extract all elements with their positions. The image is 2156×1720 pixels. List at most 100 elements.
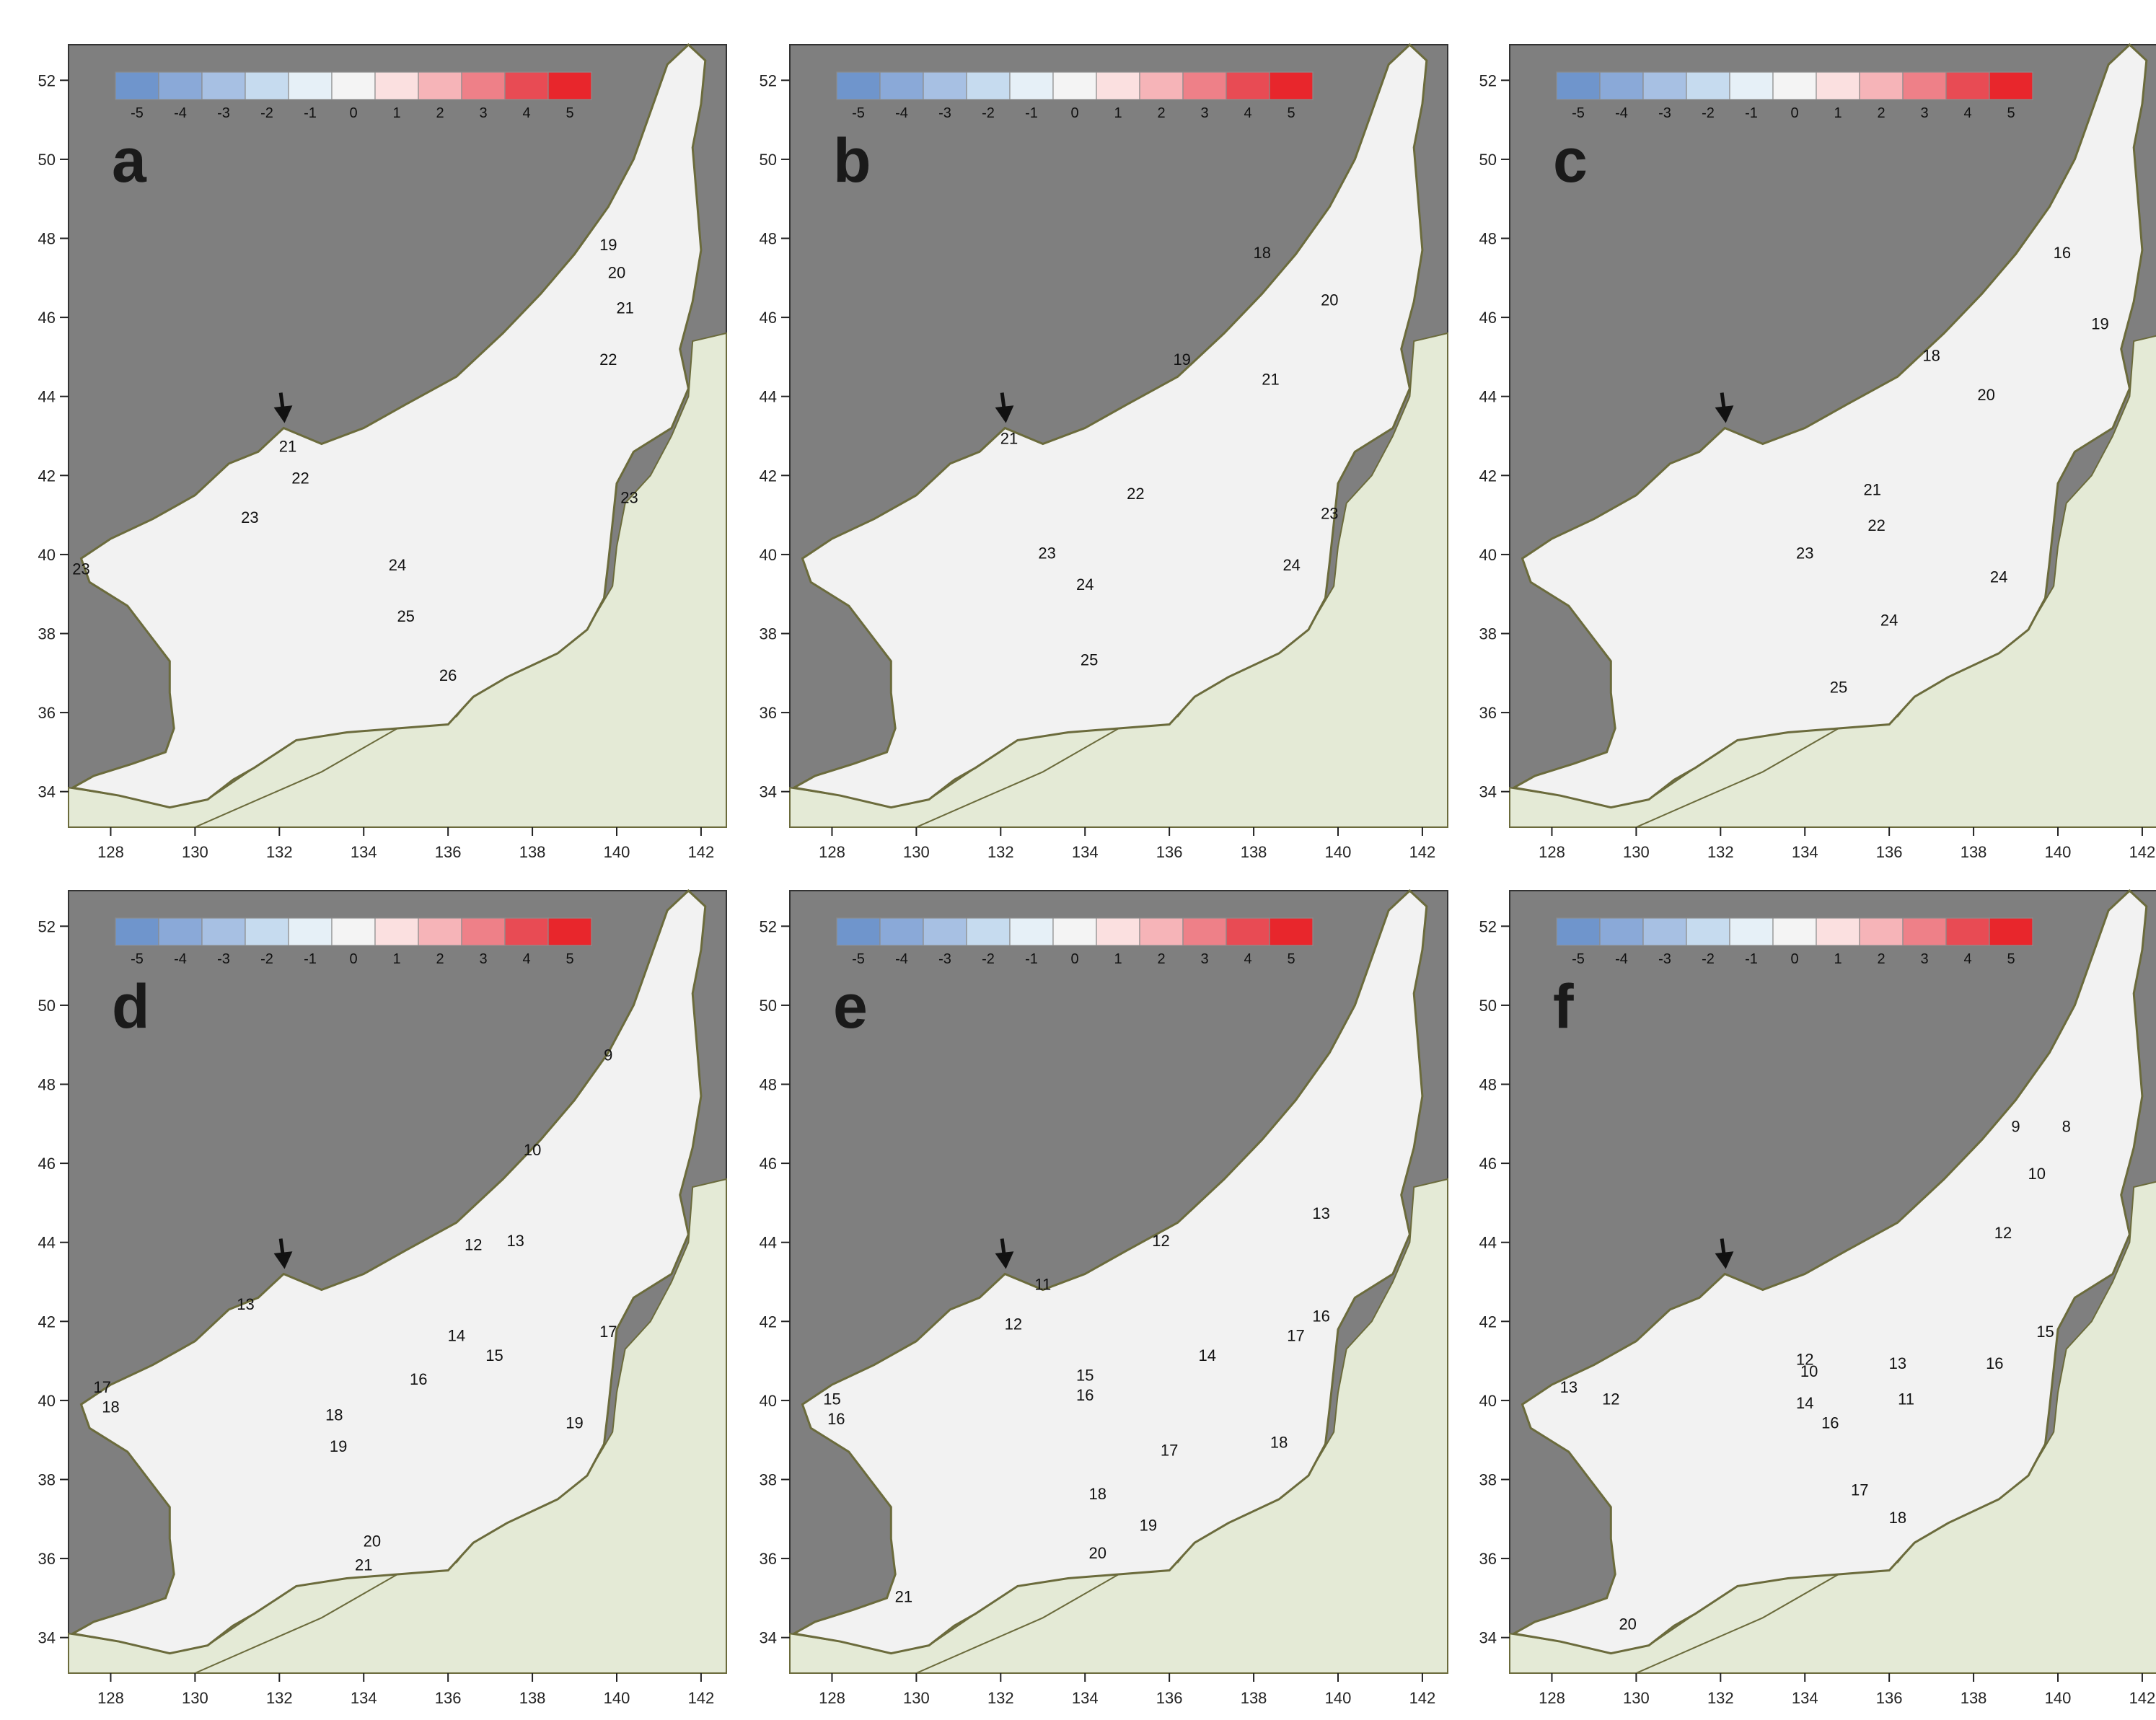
colorbar-tick-label: 0 xyxy=(349,951,357,967)
arrow-icon xyxy=(273,1238,293,1269)
colorbar-tick-label: 0 xyxy=(1790,951,1798,967)
colorbar-swatch xyxy=(1556,917,1601,946)
x-tick-label: 128 xyxy=(97,843,124,861)
y-tick-label: 48 xyxy=(760,1076,777,1094)
y-tick-label: 46 xyxy=(38,309,56,327)
coastline xyxy=(791,43,1428,809)
y-tick-label: 40 xyxy=(38,1392,56,1410)
colorbar-tick-label: 3 xyxy=(1200,105,1208,121)
contour-label: 23 xyxy=(1321,505,1338,523)
contour-label: 19 xyxy=(2091,315,2108,333)
y-tick-label: 40 xyxy=(1479,1392,1497,1410)
contour-label: 20 xyxy=(1619,1615,1636,1633)
contour-label: 12 xyxy=(1602,1390,1619,1408)
contour-label: 25 xyxy=(1081,650,1098,669)
colorbar-swatch xyxy=(1772,71,1817,100)
y-tick-label: 46 xyxy=(760,309,777,327)
contour-label: 14 xyxy=(1199,1346,1216,1364)
y-tick-label: 44 xyxy=(1479,1234,1497,1252)
y-tick-label: 36 xyxy=(38,704,56,722)
contour-label: 14 xyxy=(448,1327,465,1345)
colorbar-tick-label: -5 xyxy=(1572,105,1585,121)
x-tick-label: 136 xyxy=(1156,1689,1183,1707)
y-tick-label: 52 xyxy=(1479,71,1497,89)
colorbar-swatch xyxy=(1052,71,1097,100)
colorbar-swatch xyxy=(461,917,506,946)
contour-label: 25 xyxy=(1830,679,1847,697)
panel-letter: d xyxy=(112,972,150,1041)
colorbar-swatch xyxy=(461,71,506,100)
contour-label: 21 xyxy=(1262,370,1279,388)
contour-label: 22 xyxy=(599,350,617,369)
x-tick-label: 136 xyxy=(435,843,462,861)
colorbar-swatch xyxy=(1052,917,1097,946)
contour-label: 15 xyxy=(2036,1323,2054,1341)
map-panel-a: 19 20 21 22 21 22 23 23 23 24 25 26 -5 -4 -3 -2 -1 0 1 2 3 4 5… xyxy=(38,43,727,861)
colorbar-tick-label: -2 xyxy=(260,951,273,967)
colorbar-swatch xyxy=(1902,71,1947,100)
colorbar-swatch xyxy=(966,917,1011,946)
colorbar-swatch xyxy=(1226,917,1270,946)
x-tick-label: 142 xyxy=(2129,1689,2156,1707)
contour-label: 21 xyxy=(895,1587,912,1605)
panel-letter: b xyxy=(833,126,871,195)
colorbar-swatch xyxy=(201,71,246,100)
y-tick-label: 34 xyxy=(38,783,56,801)
x-tick-label: 142 xyxy=(688,843,715,861)
x-tick-label: 128 xyxy=(97,1689,124,1707)
y-tick-label: 50 xyxy=(1479,997,1497,1015)
contour-label: 11 xyxy=(1034,1275,1051,1293)
contour-label: 25 xyxy=(397,607,414,625)
colorbar-tick-label: -5 xyxy=(852,105,865,121)
contour-label: 21 xyxy=(616,299,633,317)
x-tick-label: 138 xyxy=(1961,1689,1987,1707)
contour-label: 17 xyxy=(599,1323,617,1341)
colorbar-tick-label: 1 xyxy=(1834,951,1842,967)
contour-label: 21 xyxy=(1000,429,1018,447)
map-panel-b: 18 20 19 21 21 22 23 23 24 24 25 -5 -4 -3 -2 -1 0 1 2 3 4 5 b 3… xyxy=(760,43,1448,861)
contour-label: 20 xyxy=(608,263,625,281)
map-panel-f: 9 8 10 12 13 12 11 10 15 16 14 16 13 12 17 18 20 -5 -4 -3 -2… xyxy=(1479,888,2156,1707)
colorbar-tick-label: 3 xyxy=(1200,951,1208,967)
y-tick-label: 48 xyxy=(38,230,56,248)
colorbar-tick-label: -5 xyxy=(131,105,144,121)
colorbar-swatch xyxy=(1096,71,1140,100)
contour-label: 10 xyxy=(1800,1362,1818,1380)
colorbar-tick-label: -2 xyxy=(982,951,995,967)
colorbar-tick-label: -1 xyxy=(1745,105,1758,121)
x-tick-label: 138 xyxy=(519,1689,546,1707)
y-tick-label: 48 xyxy=(760,230,777,248)
contour-label: 18 xyxy=(1270,1434,1288,1452)
colorbar-swatch xyxy=(1139,917,1184,946)
colorbar-tick-label: 2 xyxy=(436,951,444,967)
x-tick-label: 130 xyxy=(182,843,208,861)
contour-label: 17 xyxy=(1851,1481,1868,1499)
colorbar-swatch xyxy=(836,71,881,100)
colorbar-swatch xyxy=(158,71,203,100)
y-tick-label: 38 xyxy=(1479,1470,1497,1489)
colorbar-swatch xyxy=(374,917,419,946)
contour-label: 16 xyxy=(1312,1307,1329,1325)
x-tick-label: 134 xyxy=(1072,1689,1099,1707)
colorbar-tick-label: 0 xyxy=(349,105,357,121)
colorbar-swatch xyxy=(115,917,159,946)
coastline xyxy=(1510,888,2148,1655)
x-tick-label: 134 xyxy=(351,1689,377,1707)
colorbar-tick-label: -4 xyxy=(895,951,908,967)
colorbar-tick-label: 1 xyxy=(392,105,400,121)
colorbar-tick-label: 5 xyxy=(566,105,573,121)
contour-label: 20 xyxy=(1089,1544,1106,1562)
contour-label: 8 xyxy=(2062,1117,2071,1135)
contour-label: 26 xyxy=(439,666,457,684)
colorbar-swatch xyxy=(1182,917,1227,946)
contour-label: 16 xyxy=(410,1370,427,1388)
colorbar-tick-label: -4 xyxy=(1615,951,1628,967)
contour-label: 13 xyxy=(506,1232,524,1250)
map-panel-e: 11 12 13 12 14 15 16 17 17 16 15 16 18 18 19 20 21 -5 -4 -3… xyxy=(760,888,1448,1707)
y-tick-label: 44 xyxy=(38,388,56,406)
y-tick-label: 40 xyxy=(760,1392,777,1410)
y-tick-label: 52 xyxy=(760,71,777,89)
